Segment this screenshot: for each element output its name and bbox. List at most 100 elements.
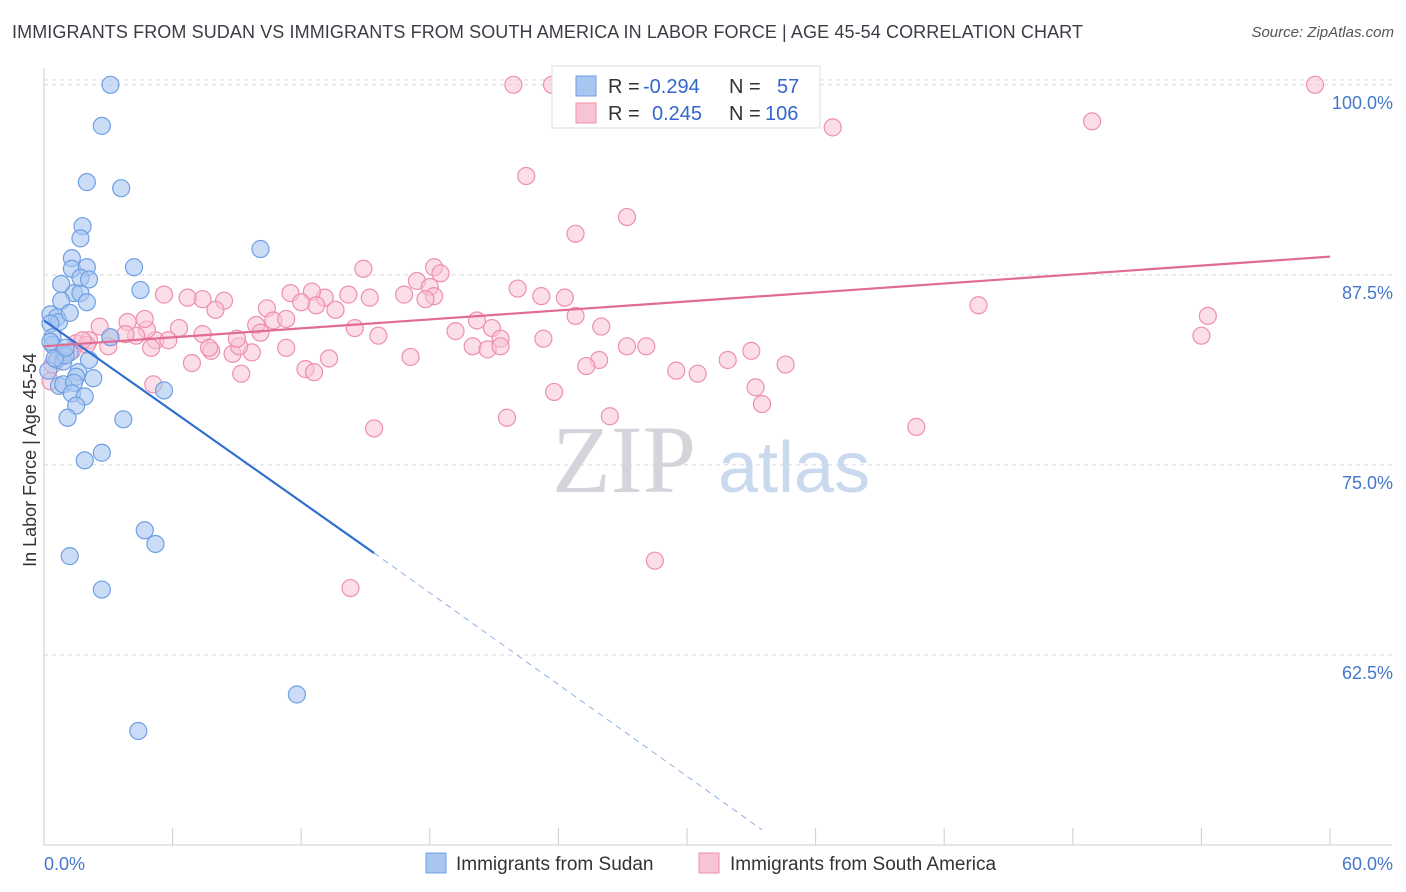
legend-sudan-n-label: N = [729, 76, 761, 98]
data-point-south-america [969, 296, 988, 315]
data-point-south-america [718, 350, 737, 370]
data-point-south-america [508, 279, 527, 298]
data-point-south-america [555, 288, 574, 307]
data-point-sudan [124, 258, 144, 277]
data-point-south-america [742, 341, 761, 360]
data-point-south-america [517, 166, 536, 186]
x-tick-labels: 0.0% 60.0% [44, 854, 1393, 874]
data-point-sudan [92, 580, 111, 599]
data-point-south-america [369, 326, 388, 345]
data-point-sudan [146, 534, 165, 554]
legend-sudan-r-label: R = [608, 76, 640, 98]
data-point-south-america [73, 331, 92, 350]
data-point-sudan [58, 408, 77, 427]
data-point-sudan [92, 443, 111, 462]
legend-sa-swatch [575, 102, 597, 124]
data-point-south-america [637, 337, 656, 356]
trend-line-sudan [43, 319, 375, 554]
chart-source: Source: ZipAtlas.com [1251, 24, 1394, 41]
data-point-south-america [566, 224, 585, 243]
data-point-south-america [341, 578, 360, 598]
data-point-south-america [1305, 75, 1325, 94]
data-point-sudan [84, 369, 103, 388]
data-point-south-america [776, 355, 795, 374]
legend-sudan-n-value: 57 [777, 76, 799, 98]
data-point-sudan [112, 179, 131, 198]
bottom-legend-sa-swatch [698, 852, 720, 874]
legend-sudan-swatch [575, 75, 597, 97]
data-point-sudan [60, 547, 79, 566]
data-point-south-america [491, 337, 510, 356]
data-point-south-america [566, 306, 585, 326]
data-point-south-america [467, 311, 487, 330]
data-point-sudan [131, 280, 150, 300]
data-point-sudan [287, 685, 307, 704]
y-tick-label: 100.0% [1332, 93, 1393, 113]
data-point-south-america [307, 296, 326, 315]
data-point-south-america [1198, 306, 1217, 326]
data-point-sudan [251, 239, 270, 259]
series-sudan-points [39, 75, 307, 741]
trend-lines [43, 255, 1331, 831]
legend-sa-r-label: R = [608, 103, 640, 125]
x-tick-label: 0.0% [44, 854, 85, 874]
watermark-atlas: atlas [718, 428, 870, 508]
data-point-sudan [60, 303, 79, 322]
watermark-zip: ZIP [552, 406, 696, 513]
legend-sa-n-value: 106 [765, 103, 798, 125]
data-point-south-america [199, 338, 219, 357]
data-point-south-america [394, 285, 414, 304]
y-tick-labels: 62.5% 75.0% 87.5% 100.0% [1332, 93, 1393, 683]
data-point-sudan [75, 451, 94, 470]
data-point-south-america [339, 285, 358, 304]
y-tick-label: 62.5% [1342, 663, 1393, 683]
data-point-sudan [92, 116, 111, 135]
trend-line-south-america [43, 255, 1331, 348]
data-point-south-america [159, 331, 178, 350]
data-point-sudan [56, 338, 75, 357]
data-point-sudan [114, 410, 133, 429]
data-point-sudan [135, 521, 154, 540]
data-point-sudan [77, 293, 96, 312]
data-point-south-america [345, 318, 364, 338]
data-point-sudan [101, 75, 120, 94]
data-point-south-america [446, 322, 465, 341]
y-axis-title: In Labor Force | Age 45-54 [20, 353, 40, 567]
data-point-south-america [319, 349, 339, 368]
data-point-south-america [688, 364, 707, 383]
x-tick-label: 60.0% [1342, 854, 1393, 874]
data-point-south-america [463, 337, 482, 356]
data-point-south-america [600, 407, 619, 426]
data-point-south-america [360, 288, 379, 307]
data-point-sudan [52, 274, 71, 294]
series-south-america-points [41, 75, 1325, 598]
legend-sudan-r-value: -0.294 [643, 76, 700, 98]
data-point-sudan [71, 229, 90, 248]
legend-box: R = -0.294 N = 57 R = 0.245 N = 106 [551, 65, 821, 129]
data-point-south-america [1082, 112, 1102, 131]
data-point-south-america [326, 300, 345, 319]
bottom-legend: Immigrants from Sudan Immigrants from So… [425, 852, 997, 875]
data-point-south-america [277, 338, 296, 357]
data-point-south-america [401, 347, 420, 367]
data-point-south-america [907, 417, 926, 436]
data-point-south-america [354, 259, 373, 278]
data-point-south-america [592, 317, 611, 336]
data-point-south-america [416, 290, 435, 309]
data-point-south-america [206, 300, 225, 319]
data-point-south-america [431, 264, 450, 283]
data-point-south-america [364, 419, 384, 438]
data-point-sudan [154, 381, 174, 400]
data-point-south-america [227, 329, 246, 348]
bottom-legend-sudan-label: Immigrants from Sudan [456, 854, 653, 875]
data-point-south-america [746, 378, 765, 397]
data-point-sudan [79, 270, 99, 289]
bottom-legend-sudan-swatch [425, 852, 447, 874]
data-point-sudan [129, 721, 148, 741]
data-point-south-america [232, 364, 251, 383]
data-point-south-america [182, 353, 201, 373]
data-point-south-america [617, 337, 637, 356]
data-point-south-america [292, 293, 311, 312]
data-point-south-america [142, 338, 161, 357]
data-point-south-america [1192, 326, 1211, 345]
